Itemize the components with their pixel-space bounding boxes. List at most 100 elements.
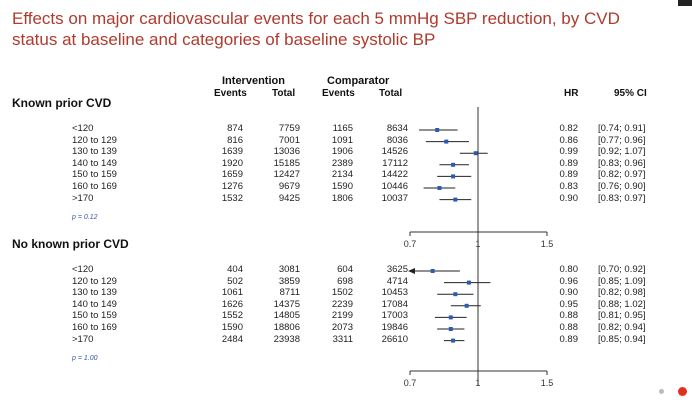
ci-value: [0.85; 0.94] bbox=[598, 333, 646, 345]
int-events: 1276 bbox=[221, 181, 243, 192]
int-events: 502 bbox=[227, 275, 243, 287]
hr-point bbox=[453, 292, 458, 297]
p-value: p = 0.12 bbox=[72, 214, 98, 222]
int-total: 15185 bbox=[273, 157, 300, 169]
ci-value: [0.76; 0.90] bbox=[598, 181, 646, 192]
bp-category: 140 to 149 bbox=[72, 298, 117, 310]
int-events: 874 bbox=[227, 123, 243, 134]
hr-value: 0.89 bbox=[559, 157, 579, 169]
x-tick-label: 1.5 bbox=[541, 239, 554, 249]
comparator-header: Comparator bbox=[327, 75, 390, 87]
int-events: 1639 bbox=[221, 146, 243, 158]
comp-total: 14526 bbox=[381, 146, 408, 158]
int-total: 8711 bbox=[279, 287, 300, 299]
int-total: 12427 bbox=[273, 169, 300, 181]
comp-events: 2199 bbox=[331, 310, 353, 322]
nav-dot-red[interactable] bbox=[678, 387, 687, 396]
hr-value: 0.83 bbox=[559, 181, 579, 192]
int-total: 3859 bbox=[278, 275, 300, 287]
comp-events: 1502 bbox=[331, 287, 353, 299]
ci-value: [0.81; 0.95] bbox=[598, 310, 646, 322]
comp-events: 2134 bbox=[331, 169, 353, 181]
group-label: No known prior CVD bbox=[12, 237, 129, 251]
bp-category: 150 to 159 bbox=[72, 169, 117, 181]
int-total: 7759 bbox=[278, 123, 300, 134]
int-events: 2484 bbox=[221, 333, 243, 345]
hr-point bbox=[473, 151, 478, 156]
bp-category: >170 bbox=[72, 333, 94, 345]
comp-total: 17084 bbox=[381, 298, 408, 310]
bp-category: 150 to 159 bbox=[72, 310, 117, 322]
int-events: 1532 bbox=[221, 192, 243, 204]
comp-events: 1806 bbox=[331, 192, 353, 204]
comp-events-header: Events bbox=[322, 88, 355, 99]
comp-events: 2239 bbox=[331, 298, 353, 310]
int-total: 18806 bbox=[273, 322, 300, 333]
bp-category: 120 to 129 bbox=[72, 134, 117, 146]
hr-point bbox=[444, 139, 449, 144]
ci-value: [0.82; 0.97] bbox=[598, 169, 646, 181]
ci-value: [0.82; 0.94] bbox=[598, 322, 646, 333]
hr-point bbox=[448, 315, 453, 320]
window-corner bbox=[678, 0, 692, 6]
comp-total-header: Total bbox=[379, 88, 403, 99]
group-label: Known prior CVD bbox=[12, 96, 112, 110]
p-value: p = 1.00 bbox=[72, 355, 98, 363]
int-total-header: Total bbox=[272, 88, 296, 99]
hr-point bbox=[451, 162, 456, 167]
intervention-header: Intervention bbox=[222, 75, 285, 87]
comp-total: 17112 bbox=[382, 157, 408, 169]
int-events: 1061 bbox=[221, 287, 243, 299]
comp-events: 1165 bbox=[332, 123, 353, 134]
hr-point bbox=[451, 338, 456, 343]
ci-value: [0.85; 1.09] bbox=[598, 275, 646, 287]
comp-total: 14422 bbox=[381, 169, 408, 181]
hr-point bbox=[453, 197, 458, 202]
comp-total: 26610 bbox=[381, 333, 408, 345]
comp-total: 10453 bbox=[381, 287, 408, 299]
hr-point bbox=[448, 327, 453, 331]
hr-point bbox=[430, 269, 435, 273]
hr-value: 0.90 bbox=[559, 287, 579, 299]
int-events: 1659 bbox=[221, 169, 243, 181]
hr-value: 0.89 bbox=[559, 333, 579, 345]
int-total: 14375 bbox=[273, 298, 300, 310]
hr-value: 0.96 bbox=[559, 275, 579, 287]
comp-events: 604 bbox=[337, 264, 353, 275]
comp-total: 3625 bbox=[386, 264, 408, 275]
hr-value: 0.82 bbox=[559, 123, 579, 134]
int-total: 7001 bbox=[278, 134, 300, 146]
int-events: 404 bbox=[227, 264, 243, 275]
hr-value: 0.86 bbox=[559, 134, 579, 146]
int-total: 9679 bbox=[278, 181, 300, 192]
hr-point bbox=[437, 186, 442, 190]
bp-category: <120 bbox=[72, 123, 94, 134]
x-tick-label: 0.7 bbox=[404, 239, 417, 249]
comp-total: 10446 bbox=[381, 181, 408, 192]
ci-value: [0.74; 0.91] bbox=[598, 123, 646, 134]
x-tick-label: 1.5 bbox=[541, 378, 554, 388]
ci-value: [0.83; 0.96] bbox=[598, 157, 646, 169]
hr-point bbox=[435, 128, 440, 132]
hr-value: 0.95 bbox=[559, 298, 579, 310]
comp-total: 19846 bbox=[381, 322, 408, 333]
comp-events: 2389 bbox=[331, 157, 353, 169]
comp-total: 17003 bbox=[381, 310, 408, 322]
int-events: 1626 bbox=[221, 298, 243, 310]
int-total: 3081 bbox=[278, 264, 300, 275]
int-total: 23938 bbox=[273, 333, 300, 345]
ci-header: 95% CI bbox=[614, 88, 647, 99]
bp-category: 160 to 169 bbox=[72, 181, 117, 192]
int-events: 816 bbox=[227, 134, 243, 146]
comp-total: 10037 bbox=[381, 192, 408, 204]
hr-value: 0.88 bbox=[559, 322, 579, 333]
ci-value: [0.92; 1.07] bbox=[598, 146, 646, 158]
comp-events: 3311 bbox=[332, 333, 353, 345]
hr-header: HR bbox=[564, 88, 579, 99]
nav-dot-grey[interactable] bbox=[659, 389, 664, 394]
bp-category: >170 bbox=[72, 192, 94, 204]
int-events: 1920 bbox=[221, 157, 243, 169]
comp-events: 1091 bbox=[331, 134, 353, 146]
comp-events: 1590 bbox=[331, 181, 353, 192]
